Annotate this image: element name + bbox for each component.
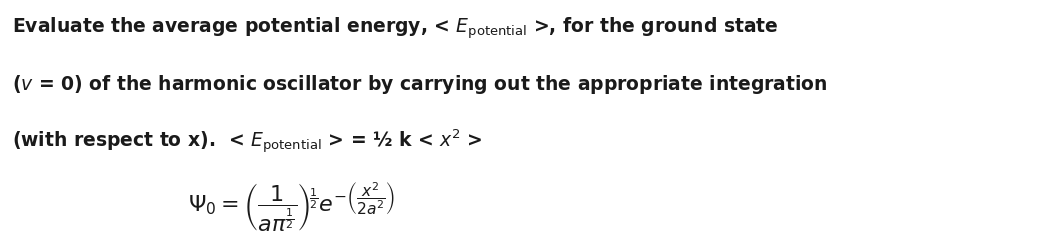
Text: (with respect to x).  < $E_{\mathrm{potential}}$ > = ½ k < $x^2$ >: (with respect to x). < $E_{\mathrm{poten…: [12, 128, 483, 156]
Text: ($v$ = 0) of the harmonic oscillator by carrying out the appropriate integration: ($v$ = 0) of the harmonic oscillator by …: [12, 73, 828, 96]
Text: Evaluate the average potential energy, < $E_{\mathrm{potential}}$ >, for the gro: Evaluate the average potential energy, <…: [12, 16, 778, 41]
Text: $\Psi_0 = \left(\dfrac{1}{a\pi^{\frac{1}{2}}}\right)^{\!\frac{1}{2}} e^{-\left(\: $\Psi_0 = \left(\dfrac{1}{a\pi^{\frac{1}…: [188, 179, 395, 234]
